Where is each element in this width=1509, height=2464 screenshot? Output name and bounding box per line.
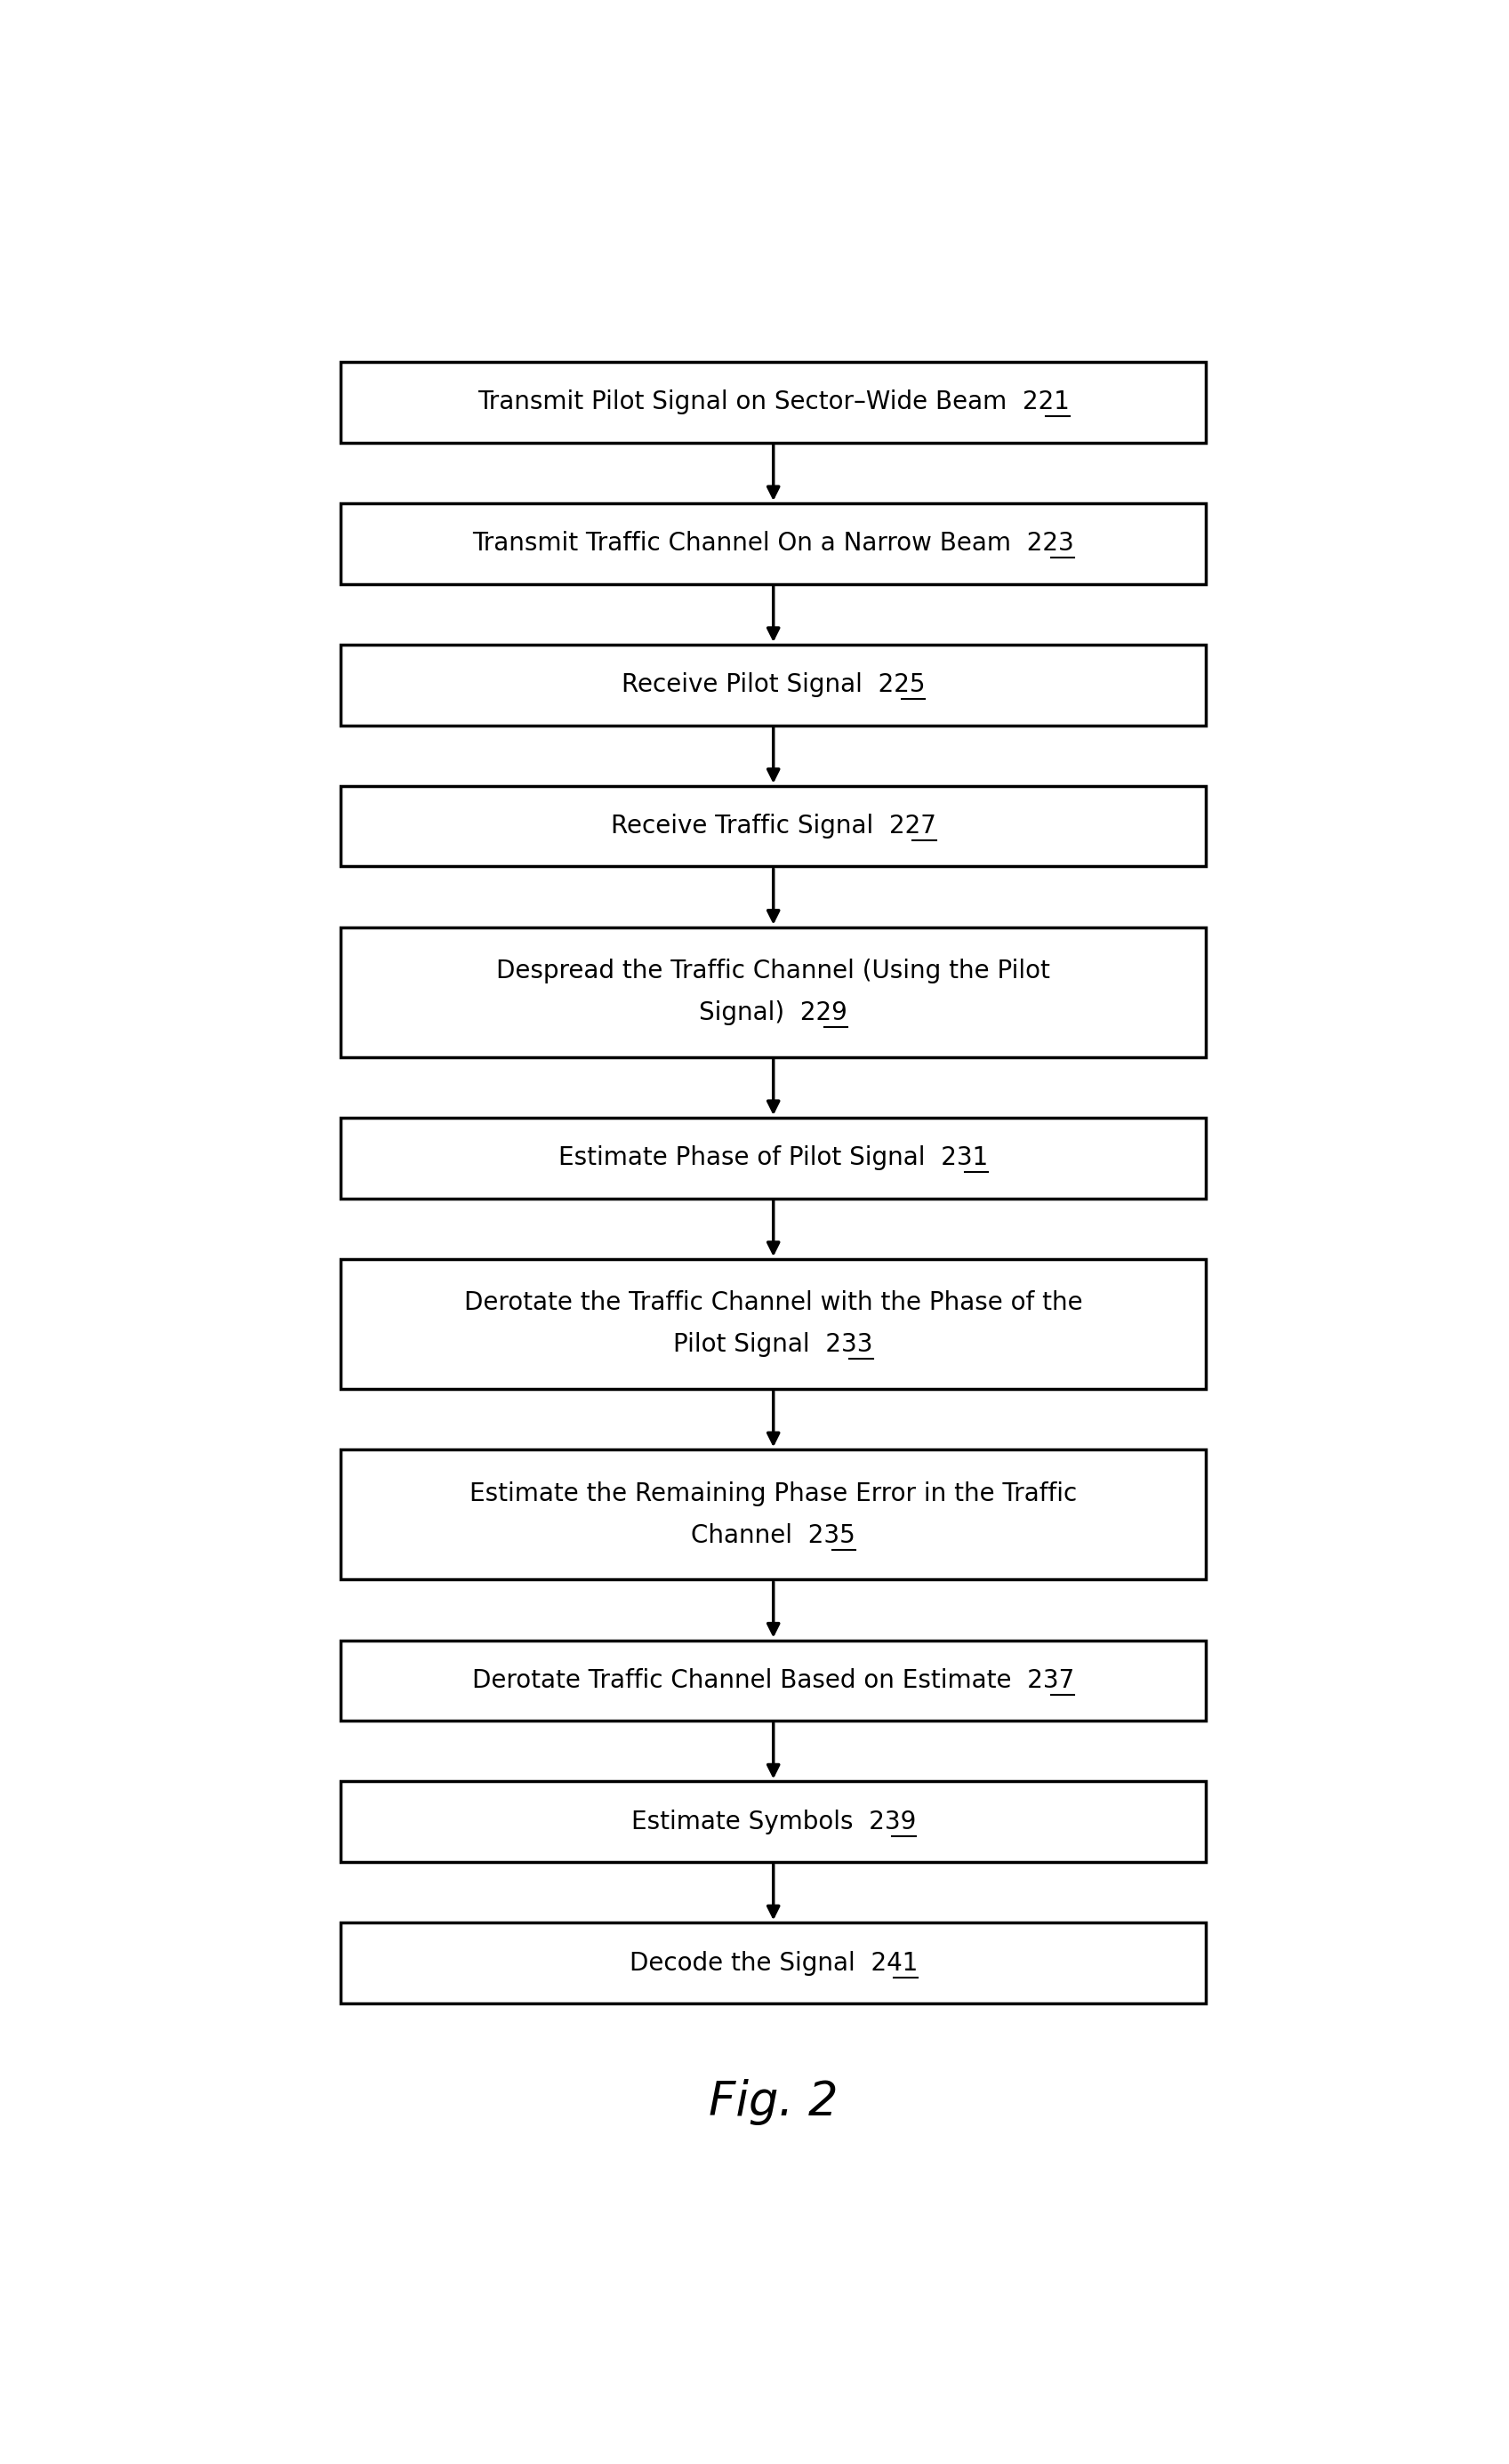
Text: Estimate Phase of Pilot Signal: Estimate Phase of Pilot Signal [582, 1146, 964, 1170]
Text: Transmit Pilot Signal on Sector–Wide Beam  221: Transmit Pilot Signal on Sector–Wide Bea… [477, 389, 1070, 414]
Text: Decode the Signal: Decode the Signal [653, 1951, 893, 1976]
Text: Estimate Symbols  239: Estimate Symbols 239 [631, 1809, 916, 1833]
Bar [341, 1449, 1206, 1579]
Text: Transmit Traffic Channel On a Narrow Beam: Transmit Traffic Channel On a Narrow Bea… [496, 532, 1050, 557]
Text: Receive Traffic Signal  227: Receive Traffic Signal 227 [611, 813, 936, 838]
Bar [341, 786, 1206, 867]
Text: Channel: Channel [715, 1523, 831, 1547]
Text: Signal)  229: Signal) 229 [699, 1000, 848, 1025]
Bar [341, 362, 1206, 444]
Bar [341, 1119, 1206, 1198]
Text: Derotate Traffic Channel Based on Estimate: Derotate Traffic Channel Based on Estima… [496, 1668, 1050, 1693]
Text: Pilot Signal: Pilot Signal [697, 1333, 850, 1358]
Text: Channel  235: Channel 235 [691, 1523, 856, 1547]
Text: Receive Traffic Signal: Receive Traffic Signal [634, 813, 913, 838]
Text: Receive Pilot Signal  225: Receive Pilot Signal 225 [622, 673, 925, 697]
Text: Signal)  229: Signal) 229 [699, 1000, 848, 1025]
Text: Decode the Signal  241: Decode the Signal 241 [629, 1951, 917, 1976]
Text: Estimate Phase of Pilot Signal  231: Estimate Phase of Pilot Signal 231 [558, 1146, 988, 1170]
Text: Derotate Traffic Channel Based on Estimate  237: Derotate Traffic Channel Based on Estima… [472, 1668, 1074, 1693]
Text: Estimate Phase of Pilot Signal  231: Estimate Phase of Pilot Signal 231 [558, 1146, 988, 1170]
Text: Channel  235: Channel 235 [691, 1523, 856, 1547]
Text: Estimate Symbols  239: Estimate Symbols 239 [631, 1809, 916, 1833]
Bar [341, 1259, 1206, 1390]
Text: Transmit Traffic Channel On a Narrow Beam  223: Transmit Traffic Channel On a Narrow Bea… [472, 532, 1074, 557]
Bar [341, 1922, 1206, 2003]
Text: Decode the Signal  241: Decode the Signal 241 [629, 1951, 917, 1976]
Bar [341, 503, 1206, 584]
Text: Derotate Traffic Channel Based on Estimate  237: Derotate Traffic Channel Based on Estima… [472, 1668, 1074, 1693]
Text: Signal): Signal) [723, 1000, 824, 1025]
Text: Transmit Pilot Signal on Sector–Wide Beam  221: Transmit Pilot Signal on Sector–Wide Bea… [477, 389, 1070, 414]
Text: Despread the Traffic Channel (Using the Pilot: Despread the Traffic Channel (Using the … [496, 958, 1050, 983]
Text: Receive Pilot Signal  225: Receive Pilot Signal 225 [622, 673, 925, 697]
Bar [341, 1781, 1206, 1863]
Text: Pilot Signal  233: Pilot Signal 233 [673, 1333, 874, 1358]
Text: Pilot Signal  233: Pilot Signal 233 [673, 1333, 874, 1358]
Text: Receive Traffic Signal  227: Receive Traffic Signal 227 [611, 813, 936, 838]
Bar [341, 926, 1206, 1057]
Text: Derotate the Traffic Channel with the Phase of the: Derotate the Traffic Channel with the Ph… [465, 1291, 1082, 1316]
Bar [341, 1641, 1206, 1720]
Text: Transmit Traffic Channel On a Narrow Beam  223: Transmit Traffic Channel On a Narrow Bea… [472, 532, 1074, 557]
Text: Transmit Pilot Signal on Sector–Wide Beam: Transmit Pilot Signal on Sector–Wide Bea… [501, 389, 1046, 414]
Text: Estimate the Remaining Phase Error in the Traffic: Estimate the Remaining Phase Error in th… [469, 1481, 1077, 1506]
Text: Fig. 2: Fig. 2 [709, 2080, 837, 2124]
Bar [341, 646, 1206, 724]
Text: Receive Pilot Signal: Receive Pilot Signal [644, 673, 902, 697]
Text: Estimate Symbols: Estimate Symbols [655, 1809, 892, 1833]
